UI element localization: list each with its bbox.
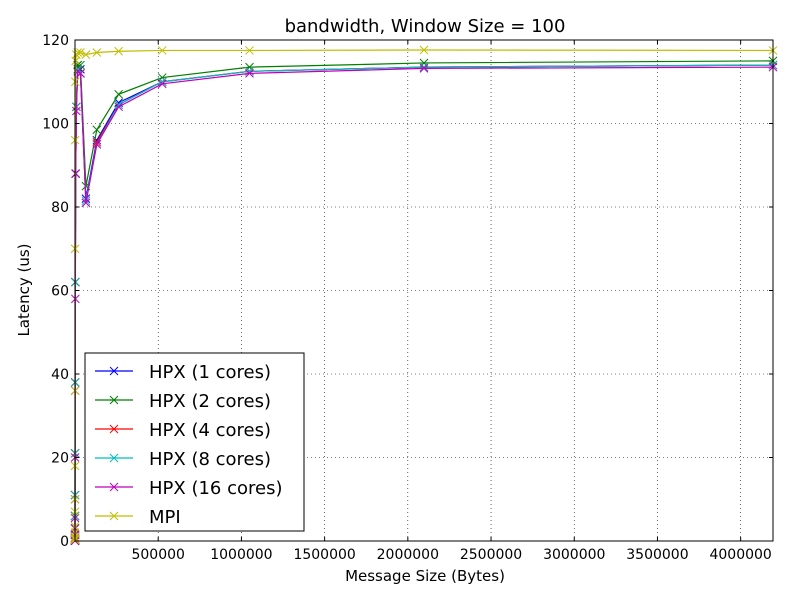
data-point bbox=[92, 48, 102, 57]
legend: HPX (1 cores) HPX (2 cores) HPX (4 cores) H… bbox=[84, 352, 305, 532]
x-tick-label: 4000000 bbox=[709, 547, 771, 563]
legend-item: HPX (4 cores) bbox=[95, 420, 271, 441]
legend-label: HPX (16 cores) bbox=[149, 478, 282, 499]
legend-label: HPX (8 cores) bbox=[149, 449, 271, 470]
legend-item: HPX (2 cores) bbox=[95, 391, 271, 412]
data-point bbox=[157, 73, 167, 82]
data-point bbox=[114, 100, 123, 110]
legend-marker bbox=[109, 511, 119, 521]
x-tick-label: 3500000 bbox=[626, 547, 688, 563]
x-tick-label: 1500000 bbox=[293, 547, 355, 563]
y-tick-label: 80 bbox=[51, 200, 69, 216]
data-point bbox=[81, 50, 91, 59]
x-axis-ticks: 500000 1000000 1500000 2000000 2500000 300000… bbox=[131, 40, 772, 563]
legend-label: HPX (2 cores) bbox=[149, 391, 271, 412]
legend-item: HPX (8 cores) bbox=[95, 449, 271, 470]
data-point bbox=[245, 46, 254, 55]
data-point bbox=[76, 48, 85, 57]
data-point bbox=[245, 62, 254, 72]
data-point bbox=[419, 64, 429, 73]
x-tick-label: 2500000 bbox=[460, 547, 522, 563]
legend-marker bbox=[109, 453, 119, 463]
x-axis-label: Message Size (Bytes) bbox=[345, 567, 505, 585]
data-point bbox=[76, 69, 85, 78]
data-point bbox=[157, 77, 167, 87]
data-point bbox=[157, 79, 167, 89]
data-point bbox=[157, 46, 167, 55]
data-point bbox=[419, 62, 429, 72]
data-point bbox=[114, 102, 123, 112]
data-point bbox=[92, 125, 102, 135]
legend-marker bbox=[109, 366, 119, 376]
data-point bbox=[114, 46, 123, 56]
data-point bbox=[419, 45, 429, 55]
legend-label: HPX (4 cores) bbox=[149, 420, 271, 441]
x-tick-label: 2000000 bbox=[377, 547, 439, 563]
y-axis-label: Latency (us) bbox=[15, 243, 33, 336]
y-tick-label: 120 bbox=[42, 33, 69, 49]
data-point bbox=[72, 50, 81, 59]
x-tick-label: 3000000 bbox=[543, 547, 605, 563]
chart-title: bandwidth, Window Size = 100 bbox=[285, 16, 566, 37]
y-tick-label: 100 bbox=[42, 117, 69, 133]
legend-marker bbox=[109, 482, 119, 492]
data-point bbox=[72, 106, 81, 116]
legend-marker bbox=[109, 395, 119, 405]
legend-label: HPX (1 cores) bbox=[149, 362, 271, 383]
data-point bbox=[245, 69, 254, 78]
legend-item: HPX (1 cores) bbox=[95, 362, 271, 383]
y-tick-label: 40 bbox=[51, 367, 69, 383]
legend-marker bbox=[109, 424, 119, 434]
y-tick-label: 60 bbox=[51, 284, 69, 300]
y-tick-label: 0 bbox=[60, 534, 69, 550]
y-axis-ticks: 0 20 40 60 80 100 120 bbox=[42, 33, 773, 550]
data-point bbox=[114, 89, 123, 99]
legend-box bbox=[84, 352, 305, 532]
x-tick-label: 1000000 bbox=[210, 547, 272, 563]
legend-item: HPX (16 cores) bbox=[95, 478, 282, 499]
legend-item: MPI bbox=[95, 507, 181, 528]
data-point bbox=[81, 198, 91, 208]
y-tick-label: 20 bbox=[51, 451, 69, 467]
legend-label: MPI bbox=[149, 507, 181, 528]
data-point bbox=[92, 140, 102, 149]
x-tick-label: 500000 bbox=[131, 547, 184, 563]
